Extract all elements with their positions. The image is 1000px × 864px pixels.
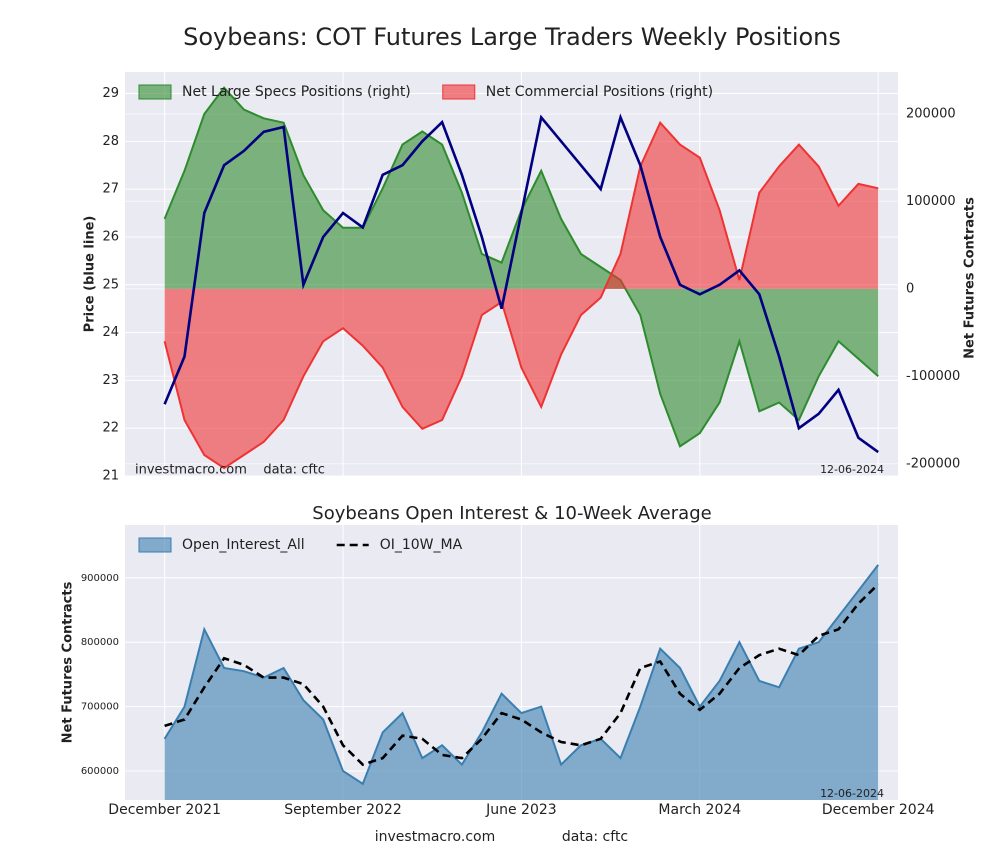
legend-label: OI_10W_MA xyxy=(380,537,463,553)
annotation: 12-06-2024 xyxy=(820,463,884,476)
area-edge xyxy=(163,564,879,786)
x-tick-label: December 2021 xyxy=(108,802,221,818)
y-axis-label: Price (blue line) xyxy=(83,216,98,333)
legend-swatch xyxy=(138,84,172,100)
y-axis-label: Net Futures Contracts xyxy=(61,581,76,743)
y2-tick-label: 200000 xyxy=(906,106,956,121)
area-fill xyxy=(164,87,879,447)
area-fill xyxy=(164,122,879,469)
legend-label: Net Commercial Positions (right) xyxy=(486,84,713,100)
y-tick-label: 23 xyxy=(102,373,119,388)
legend-label: Open_Interest_All xyxy=(182,537,305,553)
y2-tick-label: 0 xyxy=(906,281,914,296)
area-edge xyxy=(163,120,879,470)
legend-label: Net Large Specs Positions (right) xyxy=(182,84,411,100)
y2-tick-label: -100000 xyxy=(906,369,960,384)
y-tick-label: 700000 xyxy=(81,702,119,713)
y2-axis-label: Net Futures Contracts xyxy=(963,197,978,359)
legend-swatch xyxy=(138,537,172,553)
series-line xyxy=(163,113,879,454)
y-tick-label: 21 xyxy=(102,469,119,484)
footer: data: cftc xyxy=(562,829,628,845)
y-tick-label: 29 xyxy=(102,86,119,101)
chart-title: Soybeans: COT Futures Large Traders Week… xyxy=(183,23,841,51)
y-tick-label: 24 xyxy=(102,325,119,340)
x-tick-label: September 2022 xyxy=(284,802,401,818)
legend-swatch xyxy=(442,84,476,100)
annotation: 12-06-2024 xyxy=(820,787,884,800)
y2-tick-label: -200000 xyxy=(906,456,960,471)
y2-tick-label: 100000 xyxy=(906,194,956,209)
y-tick-label: 800000 xyxy=(81,637,119,648)
x-tick-label: December 2024 xyxy=(822,802,935,818)
area-fill xyxy=(164,564,879,800)
y-tick-label: 22 xyxy=(102,421,119,436)
y-tick-label: 26 xyxy=(102,229,119,244)
y-tick-label: 25 xyxy=(102,277,119,292)
chart-title: Soybeans Open Interest & 10-Week Average xyxy=(312,503,711,524)
y-tick-label: 600000 xyxy=(81,766,119,777)
x-tick-label: March 2024 xyxy=(658,802,741,818)
y-tick-label: 28 xyxy=(102,134,119,149)
series-line xyxy=(164,583,880,767)
x-tick-label: June 2023 xyxy=(485,802,557,818)
annotation: investmacro.com data: cftc xyxy=(135,463,325,478)
y-tick-label: 27 xyxy=(102,182,119,197)
y-tick-label: 900000 xyxy=(81,573,119,584)
footer: investmacro.com xyxy=(375,829,495,845)
